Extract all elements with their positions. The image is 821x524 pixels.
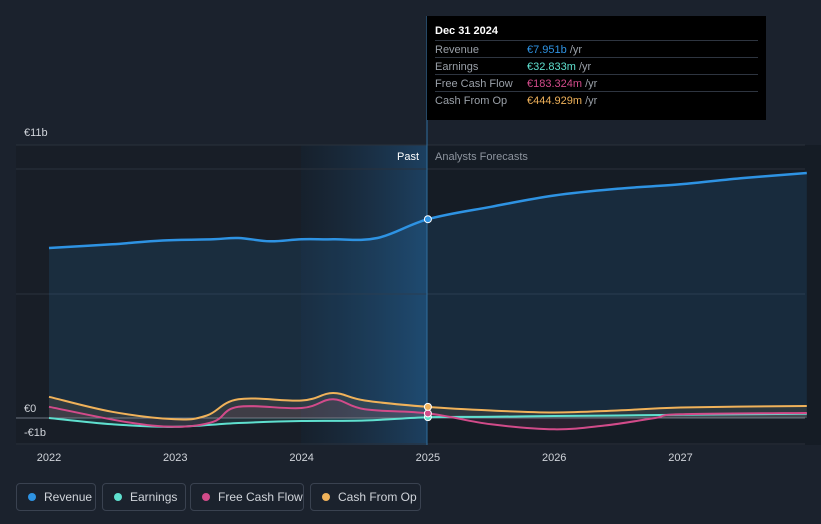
legend-dot xyxy=(28,493,36,501)
series-lines xyxy=(48,171,807,431)
tooltip-value-wrap: €183.324m /yr xyxy=(527,78,597,90)
tooltip-value: €7.951b xyxy=(527,44,567,56)
y-max-label: €11b xyxy=(24,127,48,139)
tooltip-unit: /yr xyxy=(582,78,598,90)
revenue-line xyxy=(48,171,807,250)
legend-dot xyxy=(202,493,210,501)
legend-item-earnings[interactable]: Earnings xyxy=(102,483,186,511)
tooltip-value: €444.929m xyxy=(527,95,583,107)
plot-early-shade xyxy=(16,145,301,445)
legend-item-revenue[interactable]: Revenue xyxy=(16,483,96,511)
x-tick-label: 2024 xyxy=(289,452,313,464)
tooltip-row-earnings: Earnings €32.833m /yr xyxy=(435,57,758,75)
legend-item-cash-from-op[interactable]: Cash From Op xyxy=(310,483,421,511)
cash-from-op-line xyxy=(48,391,807,421)
tooltip-unit: /yr xyxy=(575,61,592,73)
legend-label: Free Cash Flow xyxy=(218,490,303,504)
tooltip-value-wrap: €7.951b /yr xyxy=(527,44,582,56)
legend-dot xyxy=(114,493,122,501)
tooltip-label: Cash From Op xyxy=(435,95,508,107)
tooltip-row-cash-from-op: Cash From Op €444.929m /yr xyxy=(435,91,758,109)
legend-label: Cash From Op xyxy=(338,490,417,504)
tooltip-row-free-cash-flow: Free Cash Flow €183.324m /yr xyxy=(435,74,758,92)
tooltip-date: Dec 31 2024 xyxy=(435,25,498,37)
tooltip-value: €183.324m xyxy=(527,78,583,90)
tooltip: Dec 31 2024 Revenue €7.951b /yr Earnings… xyxy=(427,16,766,120)
tooltip-value-wrap: €32.833m /yr xyxy=(527,61,591,73)
x-axis-ticks: 2022 2023 2024 2025 2026 2027 xyxy=(37,452,693,464)
legend-label: Revenue xyxy=(44,490,93,504)
tooltip-value-wrap: €444.929m /yr xyxy=(527,95,597,107)
tooltip-value: €32.833m xyxy=(527,61,576,73)
x-tick-label: 2022 xyxy=(37,452,61,464)
tooltip-label: Free Cash Flow xyxy=(435,78,513,90)
legend-item-free-cash-flow[interactable]: Free Cash Flow xyxy=(190,483,304,511)
free-cash-flow-line xyxy=(48,398,807,431)
x-tick-label: 2023 xyxy=(163,452,187,464)
tooltip-unit: /yr xyxy=(582,95,598,107)
forecast-label: Analysts Forecasts xyxy=(435,151,528,163)
free-cash-flow-highlight-point xyxy=(423,409,432,418)
y-min-label: -€1b xyxy=(24,427,46,439)
legend-label: Earnings xyxy=(130,490,178,504)
past-label: Past xyxy=(397,151,419,163)
legend-dot xyxy=(322,493,330,501)
revenue-highlight-point xyxy=(423,215,432,224)
highlight-points xyxy=(423,215,432,422)
tooltip-label: Revenue xyxy=(435,44,480,56)
y-zero-label: €0 xyxy=(24,403,36,415)
revenue-area xyxy=(49,173,807,418)
x-tick-label: 2027 xyxy=(668,452,692,464)
cash-from-op-highlight-point xyxy=(423,402,432,411)
earnings-area xyxy=(49,413,807,427)
x-tick-label: 2026 xyxy=(542,452,566,464)
tooltip-unit: /yr xyxy=(566,44,583,56)
tooltip-label: Earnings xyxy=(435,61,479,73)
tooltip-row-revenue: Revenue €7.951b /yr xyxy=(435,40,758,58)
x-tick-label: 2025 xyxy=(416,452,440,464)
